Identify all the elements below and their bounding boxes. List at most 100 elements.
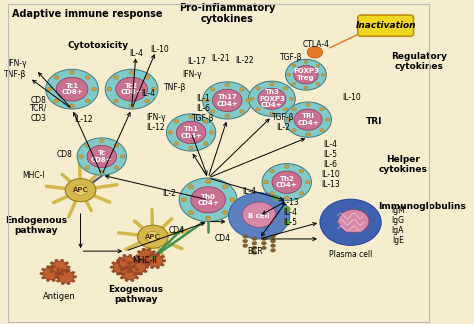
Text: IL-22: IL-22 — [235, 56, 254, 65]
Circle shape — [321, 73, 325, 76]
Text: IL-4
IL-5
IL-6
IL-10
IL-13: IL-4 IL-5 IL-6 IL-10 IL-13 — [321, 140, 339, 189]
Circle shape — [262, 241, 266, 245]
Circle shape — [307, 47, 322, 58]
Circle shape — [129, 71, 134, 74]
Circle shape — [294, 109, 322, 130]
Text: Tc
CD8+: Tc CD8+ — [91, 150, 113, 163]
Circle shape — [42, 268, 45, 271]
Text: APC: APC — [73, 187, 88, 193]
Text: MHC-I: MHC-I — [23, 171, 45, 180]
Circle shape — [151, 87, 156, 91]
Circle shape — [128, 266, 132, 269]
Circle shape — [65, 262, 69, 264]
FancyBboxPatch shape — [358, 15, 413, 36]
Circle shape — [146, 255, 149, 258]
Text: IgM
IgG
IgA
IgE: IgM IgG IgA IgE — [391, 206, 405, 245]
Circle shape — [70, 71, 74, 74]
Circle shape — [133, 259, 137, 262]
Text: Plasma cell: Plasma cell — [329, 249, 372, 259]
Circle shape — [161, 263, 164, 266]
Circle shape — [73, 185, 88, 195]
Circle shape — [87, 145, 117, 168]
Text: IL-13
IL-4
IL-5: IL-13 IL-4 IL-5 — [281, 198, 299, 227]
Text: IL-10: IL-10 — [342, 93, 361, 102]
Circle shape — [144, 260, 147, 262]
Circle shape — [67, 282, 70, 285]
Circle shape — [147, 261, 151, 264]
Text: IL-2: IL-2 — [163, 189, 176, 198]
Text: Tc2
CD8+: Tc2 CD8+ — [121, 83, 142, 95]
Circle shape — [128, 268, 132, 270]
Circle shape — [43, 268, 59, 280]
Text: Regulatory
cytokines: Regulatory cytokines — [391, 52, 447, 71]
Circle shape — [210, 87, 215, 91]
Circle shape — [166, 114, 216, 151]
Circle shape — [145, 99, 150, 103]
Circle shape — [116, 272, 120, 275]
Circle shape — [55, 259, 58, 262]
Circle shape — [205, 179, 211, 184]
Circle shape — [133, 272, 137, 275]
Circle shape — [120, 268, 124, 271]
Text: IFN-γ: IFN-γ — [182, 70, 202, 79]
Circle shape — [205, 216, 211, 220]
Circle shape — [210, 110, 215, 113]
Circle shape — [85, 166, 90, 169]
Text: IL-12: IL-12 — [75, 115, 93, 124]
Circle shape — [137, 225, 168, 248]
Circle shape — [203, 142, 208, 145]
Text: TGF-β
IL-2: TGF-β IL-2 — [272, 113, 294, 133]
Text: IFN-γ
IL-12: IFN-γ IL-12 — [146, 113, 165, 133]
Circle shape — [77, 138, 127, 175]
Circle shape — [338, 210, 369, 233]
Circle shape — [73, 185, 88, 195]
Circle shape — [112, 262, 115, 264]
Circle shape — [123, 254, 126, 257]
Circle shape — [56, 77, 88, 101]
Text: CTLA-4: CTLA-4 — [303, 40, 330, 49]
Circle shape — [127, 262, 130, 264]
Circle shape — [283, 108, 288, 111]
Circle shape — [230, 198, 235, 202]
Text: TGF-β: TGF-β — [281, 52, 303, 62]
Circle shape — [65, 179, 96, 202]
Circle shape — [252, 241, 257, 245]
Circle shape — [85, 75, 90, 79]
Circle shape — [127, 266, 130, 269]
Text: IL-21: IL-21 — [211, 54, 230, 63]
Circle shape — [107, 87, 112, 91]
Circle shape — [306, 103, 310, 107]
Circle shape — [58, 271, 74, 283]
Circle shape — [145, 75, 150, 79]
Circle shape — [114, 166, 119, 169]
Text: Th17
CD4+: Th17 CD4+ — [216, 94, 238, 107]
Circle shape — [242, 202, 276, 227]
Circle shape — [116, 261, 120, 264]
Circle shape — [116, 77, 147, 101]
Circle shape — [270, 191, 274, 195]
Circle shape — [156, 266, 160, 269]
Text: Exogenous
pathway: Exogenous pathway — [109, 285, 164, 304]
Circle shape — [270, 112, 274, 115]
Circle shape — [72, 280, 75, 282]
Circle shape — [181, 198, 187, 202]
Circle shape — [130, 266, 134, 268]
Circle shape — [156, 253, 160, 255]
Circle shape — [252, 251, 257, 254]
Circle shape — [289, 97, 294, 100]
Circle shape — [258, 88, 286, 110]
Text: FOXP3
Treg: FOXP3 Treg — [293, 68, 319, 81]
Circle shape — [225, 114, 229, 118]
Circle shape — [42, 276, 45, 279]
Circle shape — [105, 69, 158, 109]
Circle shape — [292, 128, 296, 132]
Text: TRI: TRI — [365, 117, 382, 126]
Circle shape — [283, 87, 288, 90]
Text: Th1
CD4+: Th1 CD4+ — [180, 126, 202, 139]
Circle shape — [144, 270, 147, 272]
Circle shape — [203, 120, 208, 123]
Circle shape — [262, 164, 311, 201]
Circle shape — [239, 87, 244, 91]
Circle shape — [287, 73, 291, 76]
Circle shape — [65, 179, 96, 202]
